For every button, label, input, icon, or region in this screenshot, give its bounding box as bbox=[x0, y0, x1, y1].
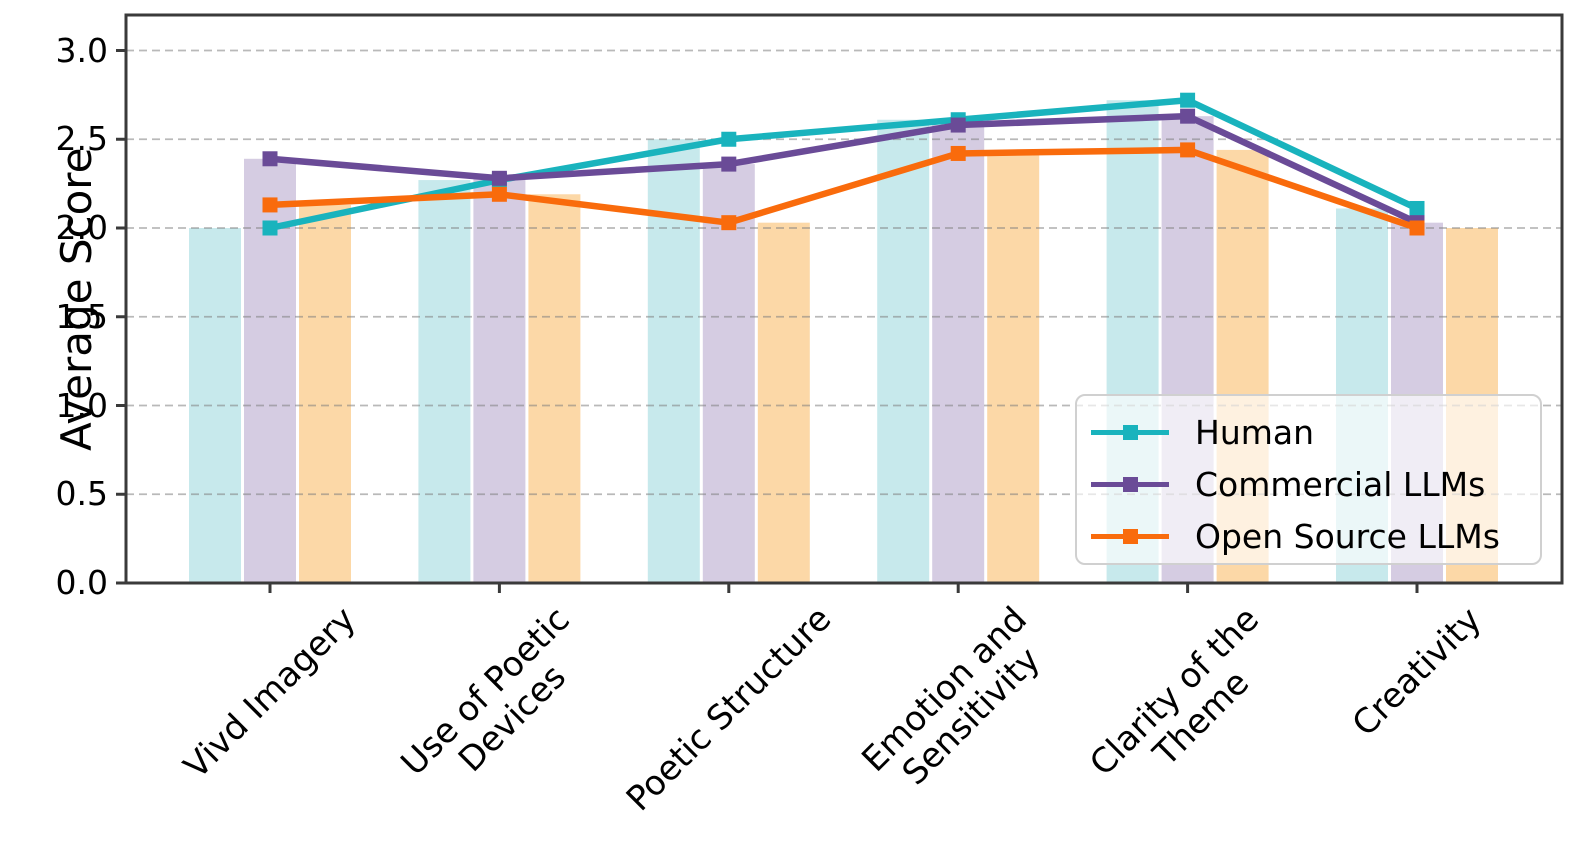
y-tick-label-2.0: 2.0 bbox=[55, 208, 108, 247]
legend-label-commercial-llms: Commercial LLMs bbox=[1195, 465, 1486, 504]
y-tick-label-1.0: 1.0 bbox=[55, 385, 108, 425]
bar-1-2 bbox=[702, 164, 755, 583]
series-line-0 bbox=[269, 96, 1419, 232]
marker-2-2 bbox=[721, 215, 737, 231]
legend-marker-open-source-llms-icon bbox=[1091, 529, 1169, 544]
marker-1-2 bbox=[721, 156, 737, 172]
marker-1-1 bbox=[491, 170, 507, 186]
bar-0-2 bbox=[647, 139, 700, 583]
marker-0-4 bbox=[1180, 92, 1196, 108]
marker-0-5 bbox=[1409, 200, 1425, 216]
bar-0-3 bbox=[877, 119, 930, 583]
y-tick-label-2.5: 2.5 bbox=[55, 119, 108, 159]
legend-item-commercial-llms: Commercial LLMs bbox=[1091, 459, 1540, 510]
legend-marker-human-icon bbox=[1091, 425, 1169, 440]
legend-item-open-source-llms: Open Source LLMs bbox=[1091, 511, 1540, 562]
marker-0-0 bbox=[262, 220, 278, 236]
y-tick-label-1.5: 1.5 bbox=[55, 296, 108, 336]
y-tick-label-3.0: 3.0 bbox=[55, 30, 108, 70]
legend-label-open-source-llms: Open Source LLMs bbox=[1195, 517, 1500, 556]
legend-item-human: Human bbox=[1091, 407, 1540, 458]
bar-2-2 bbox=[757, 222, 810, 584]
bar-0-1 bbox=[418, 180, 471, 583]
marker-1-3 bbox=[950, 117, 966, 133]
legend-label-human: Human bbox=[1195, 413, 1315, 452]
y-tick-label-0.0: 0.0 bbox=[55, 563, 108, 602]
series-line-2 bbox=[269, 146, 1419, 232]
axes-border bbox=[124, 13, 1564, 585]
marker-2-4 bbox=[1180, 142, 1196, 158]
marker-2-0 bbox=[262, 197, 278, 213]
marker-2-3 bbox=[950, 145, 966, 161]
legend: Human Commercial LLMs Open Source LLMs bbox=[1075, 394, 1542, 565]
marker-0-2 bbox=[721, 131, 737, 147]
series-line-1 bbox=[269, 112, 1419, 226]
marker-2-1 bbox=[491, 186, 507, 202]
marker-1-4 bbox=[1180, 108, 1196, 124]
y-tick-label-0.5: 0.5 bbox=[55, 474, 108, 514]
bar-1-1 bbox=[473, 178, 526, 584]
bar-2-0 bbox=[299, 204, 351, 584]
bar-2-3 bbox=[987, 153, 1040, 583]
marker-2-5 bbox=[1409, 220, 1425, 236]
legend-marker-commercial-llms-icon bbox=[1091, 477, 1169, 492]
bar-2-1 bbox=[528, 194, 581, 583]
marker-1-0 bbox=[262, 151, 278, 167]
bar-1-3 bbox=[932, 125, 985, 584]
